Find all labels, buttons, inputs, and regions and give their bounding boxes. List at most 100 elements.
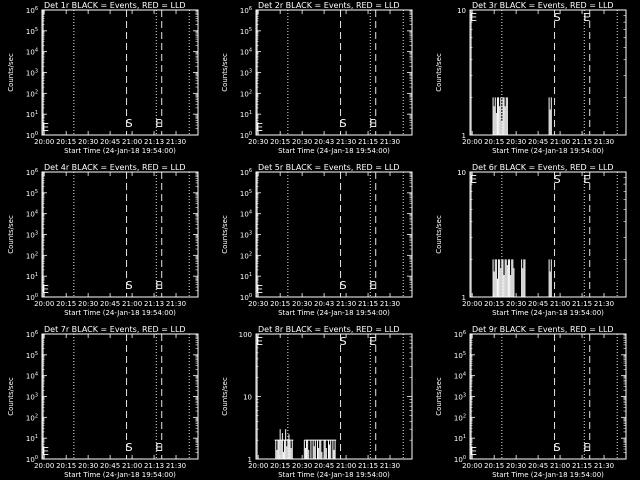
y-tick-label: 101 [240,110,252,119]
y-tick-label: 106 [26,168,38,177]
y-tick-exponent: 3 [463,393,466,399]
y-tick-label: 10 [457,169,466,177]
x-axis-label: Start Time (24-Jan-18 19:54:00) [64,309,176,317]
x-tick-label: 20:15 [270,138,290,146]
y-axis-label: Counts/sec [7,53,15,92]
chart-panel-9: Det 9r BLACK = Events, RED = LLD Counts/s… [435,325,627,479]
x-tick-label: 21:15 [572,462,592,470]
y-tick-base: 10 [240,90,249,98]
y-tick-label: 1 [248,456,252,464]
y-tick-exponent: 0 [249,131,252,137]
chart-title: Det 2r BLACK = Events, RED = LLD [258,1,400,10]
x-tick-label: 21:30 [166,462,186,470]
y-tick-base: 10 [454,352,463,360]
y-tick-exponent: 0 [249,293,252,299]
y-tick-base: 10 [26,294,35,302]
y-tick-label: 104 [26,372,38,381]
y-tick-exponent: 6 [35,168,38,174]
x-tick-label: 21:15 [572,300,592,308]
chart-title: Det 1r BLACK = Events, RED = LLD [44,1,186,10]
x-tick-label: 21:30 [336,300,356,308]
y-tick-exponent: 5 [249,189,252,195]
x-tick-label: 20:30 [506,462,526,470]
marker-label: E [42,283,49,296]
x-axis-label: Start Time (24-Jan-18 19:54:00) [278,147,390,155]
y-axis-label: Counts/sec [221,53,229,92]
y-tick-label: 100 [240,131,252,140]
x-tick-label: 21:15 [572,138,592,146]
x-axis-label: Start Time (24-Jan-18 19:54:00) [64,147,176,155]
y-tick-base: 1 [248,456,252,464]
y-tick-label: 106 [26,330,38,339]
y-tick-exponent: 2 [35,413,38,419]
y-tick-base: 1 [462,294,466,302]
x-tick-label: 20:00 [462,462,482,470]
y-tick-label: 1 [462,294,466,302]
y-tick-label: 102 [26,89,38,98]
y-tick-label: 101 [26,272,38,281]
x-tick-label: 21:00 [122,138,142,146]
y-tick-label: 105 [240,27,252,36]
x-tick-label: 20:00 [462,138,482,146]
y-tick-label: 104 [240,210,252,219]
y-tick-exponent: 1 [249,272,252,278]
x-tick-label: 21:15 [358,462,378,470]
y-tick-label: 10 [457,7,466,15]
chart-title: Det 9r BLACK = Events, RED = LLD [472,325,614,334]
chart-panel-1: Det 1r BLACK = Events, RED = LLD Counts/s… [7,1,199,155]
y-tick-exponent: 0 [35,131,38,137]
y-tick-exponent: 4 [35,372,38,378]
y-tick-exponent: 6 [249,168,252,174]
y-tick-label: 10 [243,394,252,402]
y-tick-label: 103 [454,393,466,402]
x-tick-label: 20:45 [528,462,548,470]
y-tick-label: 103 [240,231,252,240]
y-tick-label: 102 [240,89,252,98]
y-tick-exponent: 4 [249,210,252,216]
x-tick-label: 20:15 [484,462,504,470]
x-tick-label: 20:45 [314,462,334,470]
chart-panel-5: Det 5r BLACK = Events, RED = LLD Counts/s… [221,163,413,317]
x-tick-label: 20:00 [462,300,482,308]
x-axis-label: Start Time (24-Jan-18 19:54:00) [492,471,604,479]
y-tick-label: 101 [26,434,38,443]
y-tick-base: 10 [26,252,35,260]
y-tick-exponent: 6 [463,330,466,336]
x-tick-label: 20:30 [292,462,312,470]
y-tick-exponent: 2 [463,413,466,419]
marker-label: S [554,11,561,24]
x-tick-label: 21:30 [380,138,400,146]
x-tick-label: 20:15 [56,300,76,308]
x-tick-label: 21:15 [358,300,378,308]
y-tick-base: 10 [457,7,466,15]
y-tick-exponent: 4 [35,48,38,54]
y-tick-base: 10 [240,132,249,140]
marker-label: E [256,335,263,348]
y-tick-base: 100 [239,331,252,339]
y-tick-label: 103 [26,69,38,78]
marker-label: S [126,117,133,130]
y-tick-exponent: 5 [35,27,38,33]
y-tick-exponent: 1 [249,110,252,116]
x-tick-label: 20:30 [248,138,268,146]
y-tick-label: 105 [26,351,38,360]
x-tick-label: 20:45 [528,138,548,146]
y-tick-label: 105 [26,189,38,198]
marker-label: E [155,279,162,292]
marker-label: E [155,441,162,454]
y-tick-base: 10 [26,49,35,57]
y-tick-base: 10 [454,373,463,381]
y-tick-base: 10 [457,169,466,177]
y-tick-base: 10 [240,111,249,119]
x-tick-label: 20:30 [506,138,526,146]
y-tick-exponent: 4 [35,210,38,216]
y-tick-base: 10 [26,132,35,140]
chart-title: Det 8r BLACK = Events, RED = LLD [258,325,400,334]
y-tick-label: 104 [240,48,252,57]
y-tick-base: 10 [26,111,35,119]
y-axis-label: Counts/sec [7,215,15,254]
y-tick-exponent: 0 [35,293,38,299]
x-tick-label: 20:30 [292,300,312,308]
chart-panel-4: Det 4r BLACK = Events, RED = LLD Counts/s… [7,163,199,317]
